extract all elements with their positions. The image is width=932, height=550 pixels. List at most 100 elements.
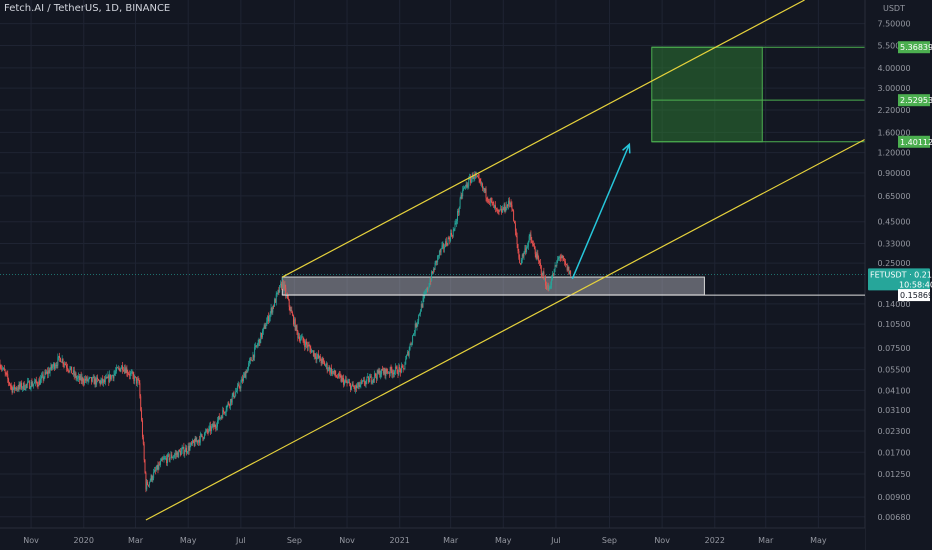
candle-body [117,367,119,369]
projection-arrow[interactable] [571,142,631,280]
candle-body [432,271,433,274]
price-tags: 5.36839 2.52953 1.40112 FETUSDT · 0.2130210… [282,41,932,302]
candle-body [508,200,509,207]
candle-body [78,376,80,380]
candle-body [287,298,289,300]
candle-body [523,252,525,257]
candle-body [372,378,374,382]
candle-body [148,481,150,486]
support-zone[interactable] [281,276,705,296]
candle-body [114,372,116,374]
candle-body [492,202,494,203]
candle-body [1,367,3,369]
candle-body [457,210,459,213]
candle-body [402,365,404,369]
candle-body [37,384,39,387]
target-price-tag [898,41,930,54]
arrow-shaft [571,144,631,280]
candle-body [200,434,202,436]
candle-body [42,374,44,380]
candle-body [283,284,285,289]
candle-body [52,366,54,369]
candle-body [80,375,82,381]
candle-body [5,372,7,374]
time-axis[interactable]: Nov 2020 Mar May Jul Sep Nov 2021 Mar May Jul Sep No… [0,527,865,550]
target-box[interactable] [651,46,865,143]
candle-body [462,189,464,197]
candle-body [16,388,18,390]
candle-body [453,229,455,231]
candle-body [66,367,68,370]
candle-body [122,370,124,371]
candle-body [51,364,53,369]
candle-body [473,176,475,179]
candle-body [391,370,393,375]
candle-body [326,363,328,370]
candle-body [383,368,385,374]
candle-body [71,366,73,374]
candle-body [325,363,327,366]
candle-body [131,372,133,374]
candle-body [253,354,255,358]
candle-body [398,367,400,375]
candle-body [162,459,164,460]
candle-body [390,367,392,371]
candle-body [558,256,560,258]
candle-body [382,370,384,374]
candle-body [18,383,20,390]
target-price-tag [898,135,930,148]
time-tick-label: Nov [654,536,670,545]
candle-body [126,368,128,374]
candle-body [23,382,25,390]
channel-lines[interactable] [0,0,866,521]
candle-body [136,379,138,384]
candle-body [288,299,290,307]
candle-body [277,290,279,293]
candle-body [313,353,315,357]
candle-body [427,287,429,291]
price-tick-label: 0.90000 [877,169,910,178]
candle-body [569,270,571,275]
candle-body [318,356,320,359]
candle-body [266,321,268,326]
candle-body [541,273,543,276]
candle-body [310,348,312,353]
candle-body [520,263,522,265]
candle-body [491,200,493,203]
candle-body [86,377,88,381]
candle-body [15,387,17,390]
candle-body [435,260,437,263]
candle-body [385,368,387,376]
candle-body [173,456,174,458]
candle-body [19,383,21,387]
candle-body [389,367,391,374]
candle-body [187,446,189,453]
candle-body [127,373,129,375]
candle-body [53,363,54,367]
candle-body [192,440,193,444]
candle-body [236,385,238,391]
candle-body [444,246,446,249]
candle-body [399,367,401,369]
candle-body [183,447,185,455]
candle-body [61,359,63,363]
candle-body [91,377,93,382]
candle-body [305,341,307,347]
candle-body [409,344,411,350]
candle-body [495,208,497,209]
candle-body [499,209,501,212]
candle-body [456,220,458,223]
candle-body [482,188,484,190]
candle-body [265,325,267,329]
candle-body [358,382,360,387]
candle-body [428,286,430,288]
candle-body [319,356,321,361]
candle-body [365,380,367,385]
candle-body [216,426,218,428]
candle-body [179,451,181,456]
candle-body [144,459,146,473]
candle-body [513,210,515,222]
candle-body [237,384,239,386]
candle-body [182,447,184,449]
